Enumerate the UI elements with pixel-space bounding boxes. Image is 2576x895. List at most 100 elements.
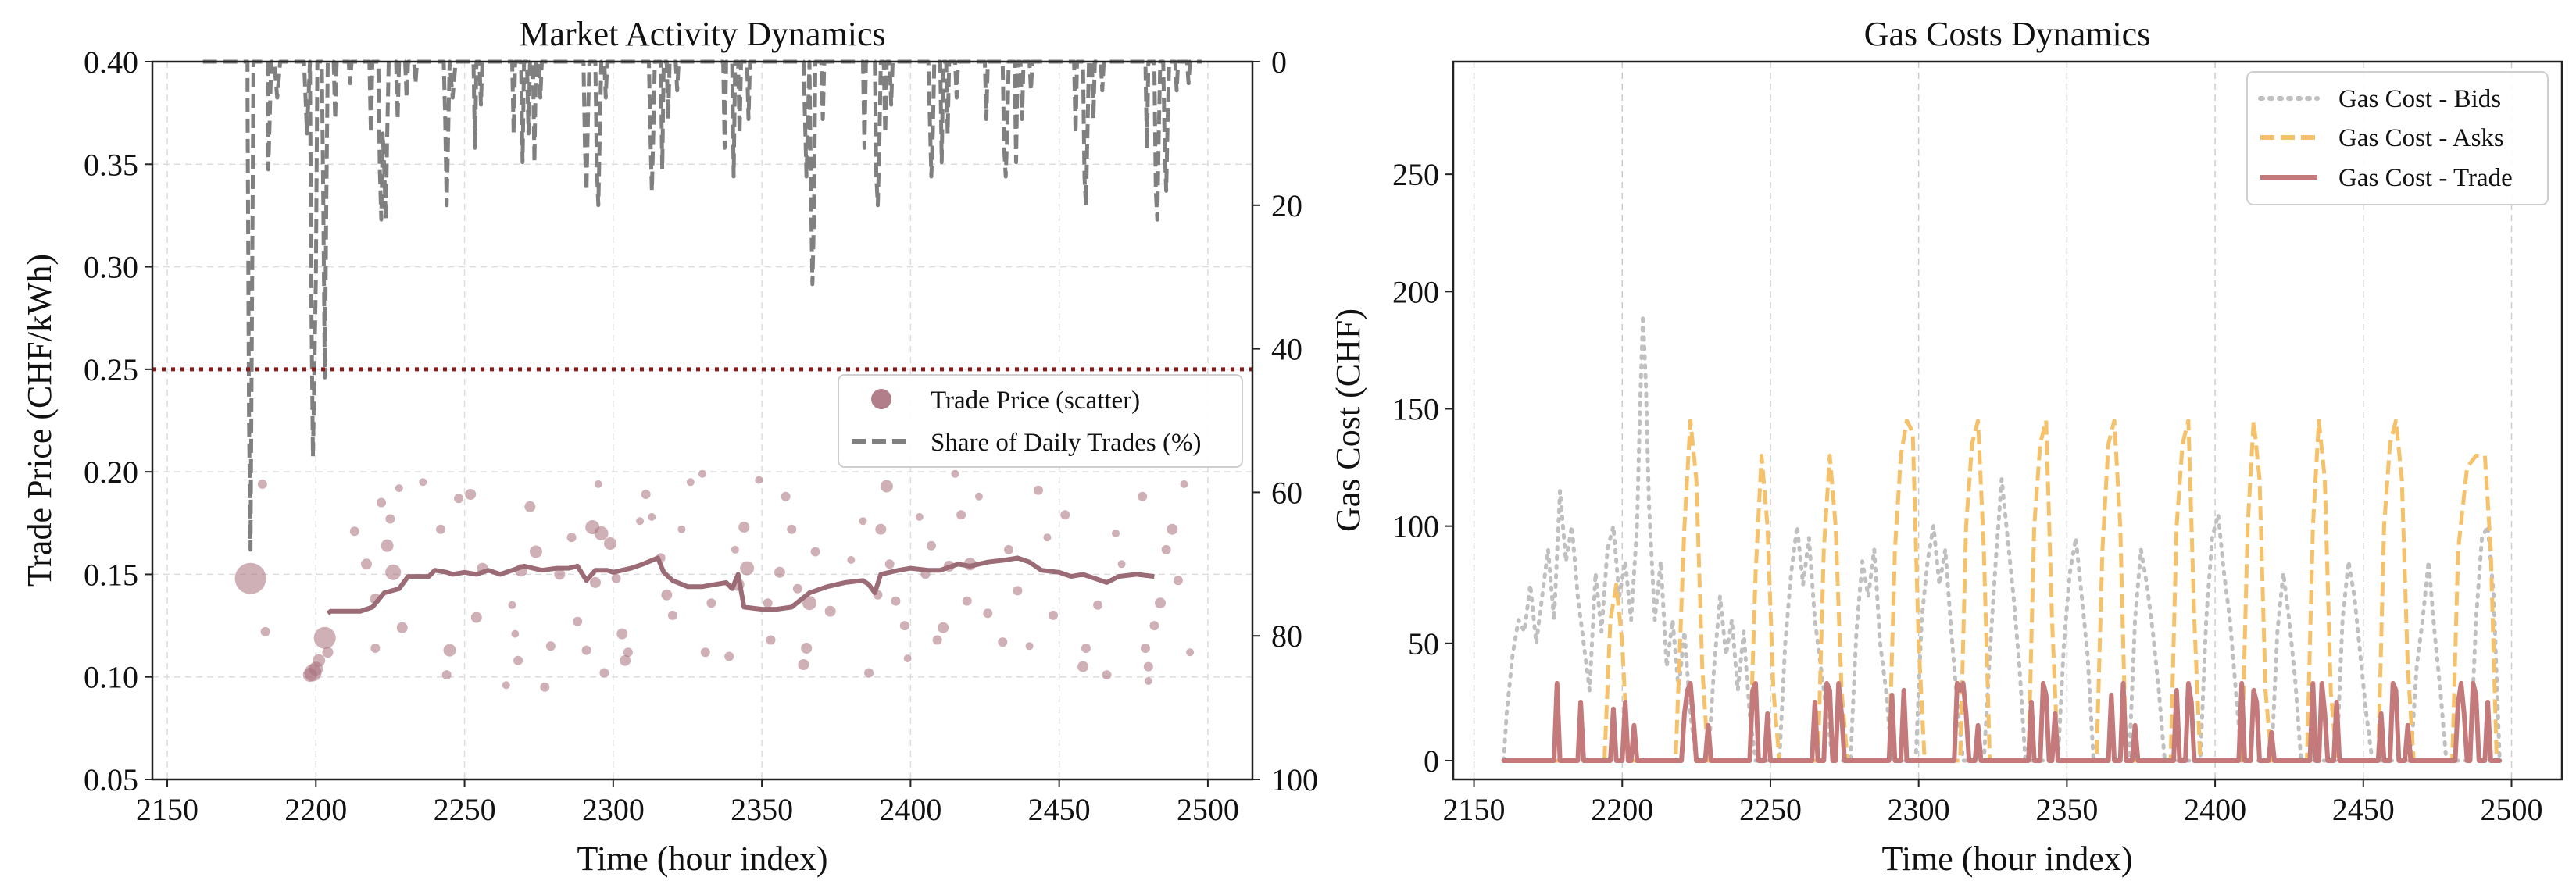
scatter-point bbox=[370, 644, 381, 653]
scatter-point bbox=[802, 596, 816, 611]
scatter-point bbox=[847, 556, 856, 564]
right-legend: Gas Cost - Bids Gas Cost - Asks Gas Cost… bbox=[2246, 71, 2549, 205]
left-x-tick-label: 2150 bbox=[136, 792, 198, 827]
scatter-point bbox=[540, 682, 550, 692]
scatter-point bbox=[395, 484, 403, 493]
scatter-point bbox=[824, 605, 836, 617]
scatter-point bbox=[470, 612, 482, 623]
legend-asks-label: Gas Cost - Asks bbox=[2338, 124, 2504, 152]
scatter-point bbox=[465, 489, 477, 500]
scatter-point bbox=[623, 647, 633, 658]
left-y2-tick-label: 100 bbox=[1271, 762, 1318, 797]
scatter-point bbox=[1049, 610, 1058, 620]
left-y2-tick-label: 20 bbox=[1271, 188, 1302, 223]
left-x-tick-label: 2450 bbox=[1028, 792, 1091, 827]
scatter-point bbox=[700, 647, 710, 658]
legend-share-label: Share of Daily Trades (%) bbox=[931, 429, 1201, 457]
scatter-point bbox=[1144, 677, 1152, 685]
left-y-axis-label: Trade Price (CHF/kWh) bbox=[20, 254, 59, 587]
scatter-point bbox=[667, 610, 677, 620]
scatter-point bbox=[1117, 560, 1126, 569]
scatter-point bbox=[1167, 523, 1178, 535]
legend-trade-label: Gas Cost - Trade bbox=[2338, 164, 2513, 192]
scatter-point bbox=[932, 635, 942, 645]
scatter-point bbox=[1141, 644, 1150, 653]
left-y2-tick-label: 40 bbox=[1271, 332, 1302, 367]
scatter-point bbox=[1081, 644, 1091, 653]
scatter-point bbox=[962, 596, 972, 606]
gas-costs-panel: 2150 2200 2250 2300 2350 2400 2450 2500 0 50 100 1… bbox=[1329, 15, 2563, 878]
scatter-point bbox=[1143, 661, 1153, 672]
scatter-point bbox=[620, 654, 631, 666]
scatter-point bbox=[260, 626, 270, 636]
right-y-tick-label: 50 bbox=[1408, 626, 1439, 661]
scatter-point bbox=[443, 644, 456, 657]
right-y-tick-label: 150 bbox=[1392, 391, 1439, 426]
trade-price-trend bbox=[326, 555, 1155, 615]
legend-scatter-label: Trade Price (scatter) bbox=[931, 387, 1140, 415]
scatter-point bbox=[313, 626, 336, 649]
scatter-point bbox=[1043, 533, 1052, 542]
scatter-point bbox=[313, 654, 326, 667]
scatter-point bbox=[599, 668, 609, 678]
scatter-point bbox=[1034, 485, 1043, 495]
scatter-point bbox=[513, 655, 523, 665]
scatter-point bbox=[611, 573, 621, 583]
right-x-tick-label: 2150 bbox=[1443, 792, 1506, 827]
scatter-point bbox=[1077, 661, 1089, 672]
scatter-point bbox=[724, 651, 734, 661]
scatter-point bbox=[581, 645, 591, 655]
legend-bids-label: Gas Cost - Bids bbox=[2338, 85, 2501, 113]
scatter-point bbox=[998, 637, 1008, 647]
right-x-tick-label: 2400 bbox=[2184, 792, 2246, 827]
right-y-ticks: 0 50 100 150 200 250 bbox=[1392, 157, 1453, 779]
right-x-tick-label: 2300 bbox=[1888, 792, 1950, 827]
scatter-point bbox=[1155, 597, 1166, 609]
scatter-point bbox=[257, 479, 267, 489]
scatter-point bbox=[545, 641, 556, 651]
gas-cost-series bbox=[1501, 312, 2503, 763]
scatter-point bbox=[974, 492, 983, 501]
scatter-point bbox=[349, 526, 359, 537]
scatter-point bbox=[1138, 491, 1148, 501]
left-y-tick-label: 0.30 bbox=[84, 250, 138, 285]
scatter-point bbox=[875, 523, 887, 535]
scatter-point bbox=[1093, 600, 1103, 610]
scatter-point bbox=[781, 491, 791, 501]
scatter-point bbox=[590, 576, 601, 588]
scatter-point bbox=[927, 540, 936, 551]
left-chart-title: Market Activity Dynamics bbox=[519, 15, 885, 53]
right-y-tick-label: 100 bbox=[1392, 509, 1439, 544]
scatter-point bbox=[554, 569, 566, 580]
right-x-tick-label: 2200 bbox=[1591, 792, 1653, 827]
legend-scatter-marker bbox=[871, 389, 891, 409]
scatter-point bbox=[810, 547, 820, 557]
scatter-point bbox=[419, 478, 427, 487]
scatter-point bbox=[594, 526, 609, 540]
scatter-point bbox=[798, 659, 809, 670]
left-x-axis-label: Time (hour index) bbox=[577, 840, 827, 878]
trend-line bbox=[326, 555, 1155, 615]
series-dotted-line bbox=[1502, 312, 2502, 763]
left-y-ticks: 0.05 0.10 0.15 0.20 0.25 0.30 0.35 0.40 bbox=[84, 45, 152, 797]
scatter-point bbox=[234, 562, 266, 594]
right-y-tick-label: 200 bbox=[1392, 274, 1439, 309]
left-y-tick-label: 0.15 bbox=[84, 557, 138, 592]
scatter-point bbox=[529, 545, 542, 558]
scatter-point bbox=[1173, 576, 1183, 586]
scatter-point bbox=[385, 514, 395, 524]
left-y-tick-label: 0.35 bbox=[84, 147, 138, 182]
left-x-tick-label: 2300 bbox=[582, 792, 645, 827]
scatter-point bbox=[891, 596, 901, 606]
right-chart-title: Gas Costs Dynamics bbox=[1864, 15, 2151, 53]
left-y2-tick-label: 0 bbox=[1271, 45, 1287, 80]
scatter-point bbox=[792, 583, 802, 594]
scatter-point bbox=[755, 476, 763, 484]
scatter-point bbox=[686, 478, 695, 487]
right-plot-frame bbox=[1452, 60, 2563, 781]
scatter-point bbox=[508, 601, 516, 609]
right-legend-box bbox=[2246, 71, 2549, 205]
trade-price-scatter bbox=[234, 469, 1195, 692]
scatter-point bbox=[864, 668, 874, 678]
left-x-tick-label: 2200 bbox=[284, 792, 347, 827]
